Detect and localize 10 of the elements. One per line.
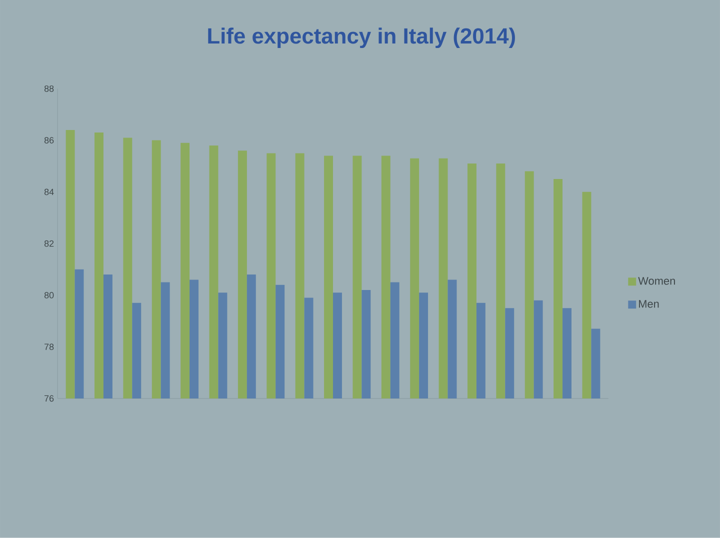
y-tick-label: 82	[44, 240, 54, 247]
legend-label: Men	[639, 300, 659, 308]
chart-title: Life expectancy in Italy (2014)	[208, 28, 515, 48]
legend-label: Women	[638, 277, 675, 285]
y-tick-label: 78	[44, 344, 54, 350]
y-tick-label: 86	[44, 137, 54, 144]
y-tick-label: 84	[44, 188, 54, 196]
y-tick-label: 76	[44, 395, 54, 402]
y-tick-label: 88	[44, 86, 54, 92]
y-tick-label: 80	[44, 292, 54, 298]
